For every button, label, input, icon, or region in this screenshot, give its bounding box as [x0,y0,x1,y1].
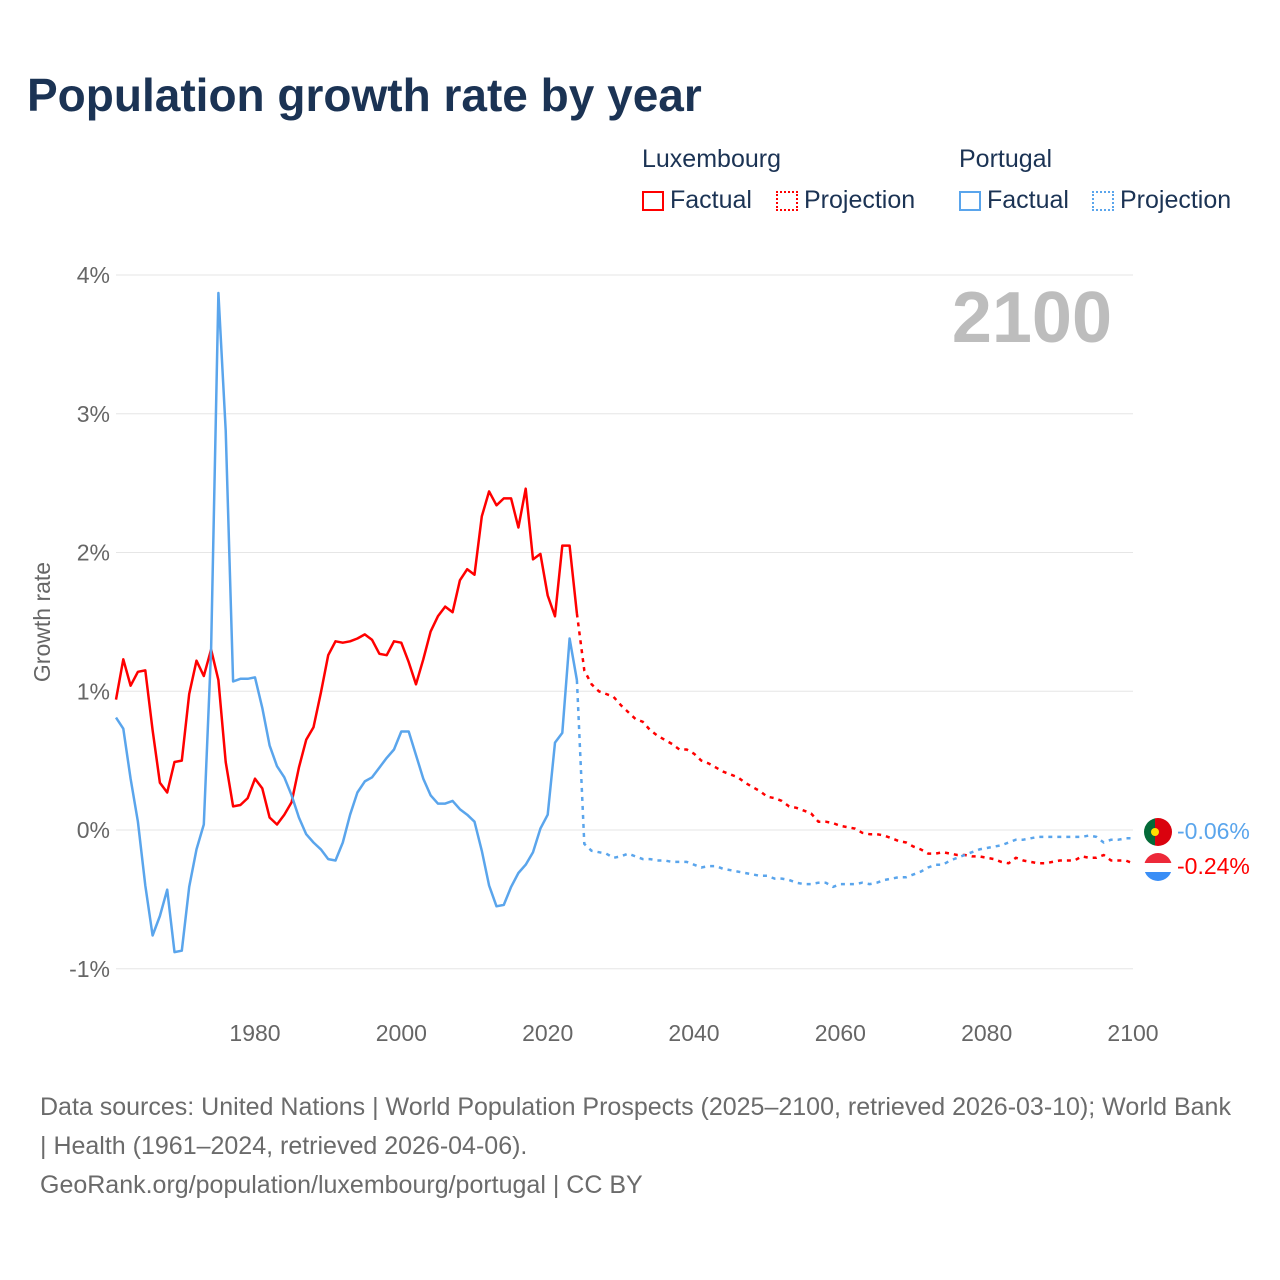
portugal-end-label: -0.06% [1177,818,1250,844]
legend-portugal-projection[interactable]: Projection [1092,186,1231,215]
year-watermark: 2100 [952,278,1112,358]
x-tick-label: 2080 [961,1020,1012,1046]
y-tick-label: 1% [77,678,110,704]
legend-label: Projection [804,186,916,214]
y-tick-label: 2% [77,540,110,566]
legend-label: Factual [987,186,1069,214]
legend-portugal-factual[interactable]: Factual [959,186,1069,215]
legend-luxembourg-factual[interactable]: Factual [642,186,752,215]
luxembourg-flag-icon [1144,853,1172,881]
chart-title: Population growth rate by year [27,69,702,121]
legend-swatch-dotted [1092,190,1114,211]
series-line-portugal-projection [575,680,1133,889]
portugal-flag-icon [1144,818,1172,846]
legend-swatch-solid [642,190,664,211]
source-note: Data sources: United Nations | World Pop… [40,1088,1240,1205]
series-line-luxembourg-factual [114,487,579,826]
source-text: Data sources: United Nations | World Pop… [40,1093,1231,1160]
x-tick-label: 2040 [668,1020,719,1046]
x-tick-label: 2020 [522,1020,573,1046]
legend-label: Factual [670,186,752,214]
y-tick-label: 0% [77,817,110,843]
y-tick-label: 4% [77,262,110,288]
legend-luxembourg-projection[interactable]: Projection [776,186,915,215]
y-tick-label: 3% [77,401,110,427]
y-axis-label: Growth rate [29,562,55,682]
x-tick-label: 2000 [376,1020,427,1046]
legend-label: Projection [1120,186,1232,214]
series-line-luxembourg-projection [575,613,1134,865]
legend-group-portugal: Portugal [959,145,1053,173]
luxembourg-end-label: -0.24% [1177,853,1250,879]
legend-swatch-solid [959,190,981,211]
legend-swatch-dotted [776,190,798,211]
x-tick-label: 2060 [815,1020,866,1046]
legend-group-luxembourg: Luxembourg [642,145,781,173]
series-line-portugal-factual [114,291,579,954]
x-tick-label: 2100 [1107,1020,1158,1046]
source-link[interactable]: GeoRank.org/population/luxembourg/portug… [40,1171,643,1199]
x-tick-label: 1980 [229,1020,280,1046]
y-tick-label: -1% [69,956,110,982]
